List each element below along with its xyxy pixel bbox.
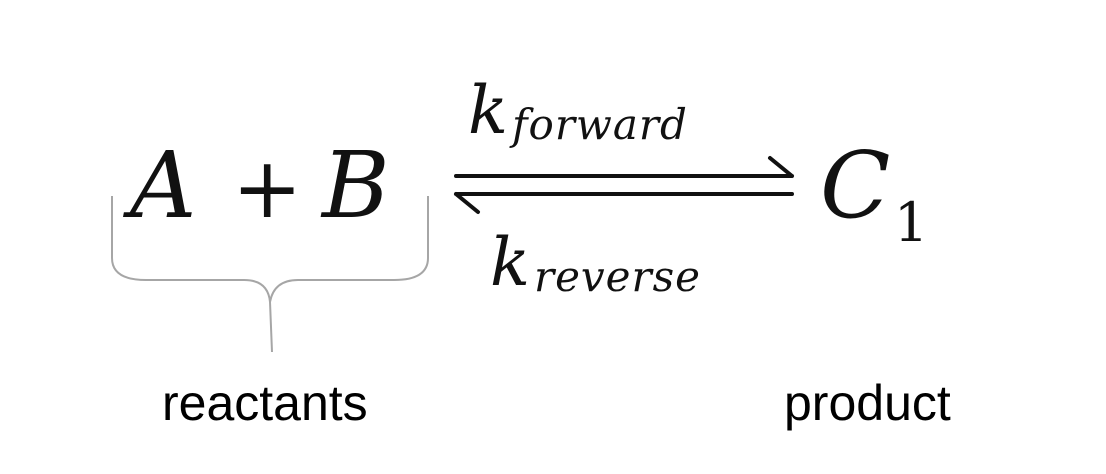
reactant-a: A — [130, 132, 197, 239]
product-label: product — [784, 375, 951, 431]
plus-sign: + — [232, 139, 303, 237]
curly-brace-icon — [111, 196, 429, 353]
product-symbol: C — [820, 132, 891, 239]
reverse-harpoon — [454, 192, 794, 214]
product-subscript: 1 — [894, 191, 929, 254]
forward-rate-symbol: k — [468, 72, 508, 149]
equilibrium-arrows-icon — [454, 156, 794, 214]
forward-rate-subscript: forward — [512, 100, 688, 149]
reverse-rate-subscript: reverse — [534, 252, 702, 301]
reactants-label: reactants — [162, 375, 368, 431]
forward-harpoon — [454, 156, 794, 178]
reverse-rate-symbol: k — [490, 224, 530, 301]
reactant-b: B — [322, 132, 390, 239]
